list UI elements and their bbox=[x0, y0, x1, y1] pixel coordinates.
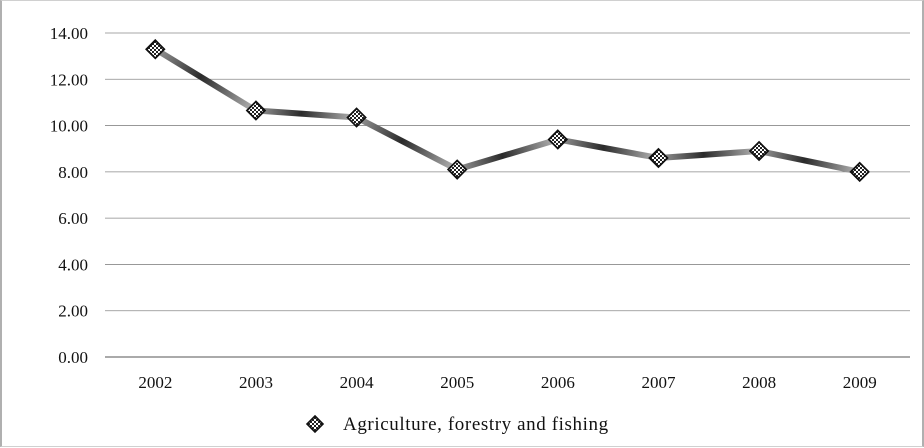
series-line-segment bbox=[353, 114, 461, 173]
series-line-segment bbox=[454, 136, 561, 173]
data-point-marker bbox=[748, 140, 770, 162]
x-tick-label: 2005 bbox=[440, 373, 474, 392]
y-tick-label: 12.00 bbox=[50, 70, 88, 89]
x-tick-label: 2004 bbox=[340, 373, 375, 392]
y-tick-label: 2.00 bbox=[58, 302, 88, 321]
y-tick-label: 14.00 bbox=[50, 24, 88, 43]
y-axis: 0.00 2.00 4.00 6.00 8.00 10.00 12.00 14.00 bbox=[50, 24, 88, 367]
data-point-marker bbox=[346, 107, 367, 128]
x-tick-label: 2009 bbox=[843, 373, 877, 392]
gridlines bbox=[105, 32, 910, 358]
x-tick-label: 2003 bbox=[239, 373, 273, 392]
y-tick-label: 8.00 bbox=[58, 163, 88, 182]
series-line-segment bbox=[756, 148, 863, 175]
series-line-segment bbox=[152, 46, 259, 114]
data-point-marker bbox=[648, 147, 669, 169]
series-line-segment bbox=[554, 136, 662, 161]
y-tick-label: 4.00 bbox=[58, 255, 88, 274]
legend-diamond-marker bbox=[305, 414, 325, 434]
data-point-marker bbox=[145, 38, 166, 60]
x-axis: 2002 2003 2004 2005 2006 2007 2008 2009 bbox=[138, 373, 876, 392]
series-line-segment bbox=[252, 107, 360, 121]
legend-label: Agriculture, forestry and fishing bbox=[343, 414, 609, 435]
series-markers bbox=[145, 38, 870, 183]
x-tick-label: 2002 bbox=[138, 373, 172, 392]
series-line-segment bbox=[655, 148, 763, 161]
y-tick-label: 6.00 bbox=[58, 209, 88, 228]
data-point-marker bbox=[245, 100, 267, 121]
x-tick-label: 2008 bbox=[742, 373, 776, 392]
legend: Agriculture, forestry and fishing bbox=[282, 414, 609, 435]
data-point-marker bbox=[547, 129, 569, 150]
data-point-marker bbox=[849, 161, 870, 183]
y-tick-label: 0.00 bbox=[58, 348, 88, 367]
data-point-marker bbox=[446, 159, 468, 180]
series-line-group bbox=[152, 46, 863, 175]
y-tick-label: 10.00 bbox=[50, 117, 88, 136]
x-tick-label: 2006 bbox=[541, 373, 575, 392]
x-tick-label: 2007 bbox=[641, 373, 676, 392]
